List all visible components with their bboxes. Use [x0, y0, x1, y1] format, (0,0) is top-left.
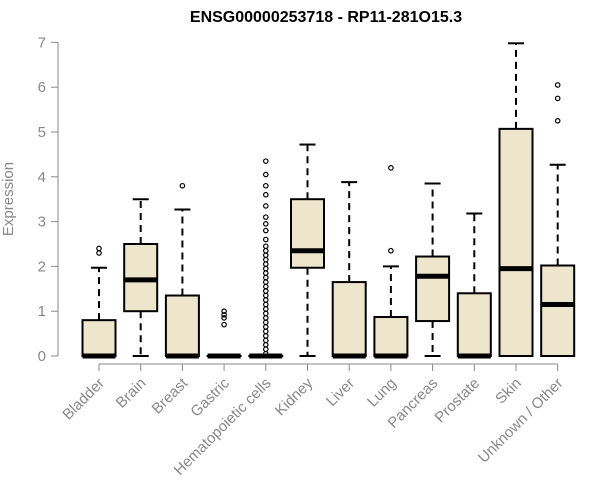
- iqr-box: [373, 316, 409, 357]
- outlier-point: [96, 250, 102, 256]
- box-brain: [123, 198, 159, 357]
- y-tick-label: 7: [38, 34, 46, 51]
- outlier-point: [262, 227, 269, 234]
- outlier-point: [221, 308, 227, 315]
- box-liver: [331, 181, 367, 359]
- outlier-point: [262, 324, 269, 330]
- outlier-point: [262, 182, 269, 189]
- outlier-point: [262, 315, 269, 321]
- y-tick-label: 2: [38, 258, 46, 275]
- outlier-point: [262, 341, 269, 348]
- x-tick-label: Skin: [492, 375, 525, 408]
- outlier-point: [262, 346, 269, 353]
- iqr-box: [290, 198, 325, 269]
- box-skin: [498, 42, 534, 357]
- outlier-point: [262, 265, 269, 272]
- outlier-point: [262, 333, 269, 339]
- box-lung: [373, 165, 409, 359]
- outlier-point: [262, 279, 269, 285]
- outlier-point: [262, 171, 269, 178]
- outlier-point: [262, 301, 269, 308]
- x-tick-label: Lung: [364, 375, 400, 411]
- iqr-box: [415, 255, 451, 323]
- y-axis: 0 1 2 3 4 5 6 7: [38, 34, 59, 365]
- outlier-point: [262, 310, 269, 317]
- outlier-point: [262, 337, 269, 344]
- outlier-point: [262, 236, 269, 243]
- y-tick-label: 5: [38, 124, 46, 141]
- outlier-point: [262, 261, 269, 267]
- outlier-point: [262, 191, 269, 198]
- outlier-point: [554, 118, 561, 124]
- outlier-point: [262, 328, 269, 335]
- outlier-point: [221, 315, 227, 321]
- outlier-point: [262, 214, 269, 220]
- outlier-point: [262, 319, 269, 326]
- outlier-point: [221, 311, 227, 318]
- box-unknown-other: [540, 82, 576, 357]
- box-prostate: [456, 212, 492, 359]
- outlier-point: [388, 165, 394, 171]
- box-pancreas: [415, 182, 451, 357]
- outlier-point: [262, 306, 269, 312]
- iqr-box: [540, 264, 576, 357]
- x-tick-label: Brain: [113, 375, 150, 412]
- x-tick-label: Bladder: [59, 375, 108, 424]
- y-tick-label: 4: [38, 169, 46, 186]
- chart-title: ENSG00000253718 - RP11-281O15.3: [190, 9, 462, 26]
- y-axis-label: Expression: [0, 162, 17, 236]
- iqr-box: [81, 319, 117, 358]
- x-tick-label: Breast: [149, 374, 192, 417]
- outlier-point: [96, 245, 102, 252]
- outlier-point: [262, 203, 269, 209]
- outlier-point: [262, 158, 269, 164]
- box-hematopoietic-cells: [248, 158, 284, 359]
- x-tick-label: Liver: [323, 375, 358, 410]
- x-tick-label: Kidney: [272, 374, 317, 419]
- plot-area: [81, 42, 576, 359]
- outlier-point: [388, 247, 394, 254]
- outlier-point: [179, 182, 186, 189]
- iqr-box: [498, 127, 534, 357]
- box-breast: [164, 182, 200, 359]
- outlier-point: [262, 288, 269, 294]
- y-tick-label: 1: [38, 303, 46, 320]
- y-tick-label: 6: [38, 79, 46, 96]
- outlier-point: [262, 256, 269, 263]
- y-tick-label: 3: [38, 214, 46, 231]
- outlier-point: [554, 82, 561, 88]
- iqr-box: [331, 281, 367, 357]
- box-kidney: [290, 143, 325, 357]
- outlier-point: [262, 252, 269, 259]
- outlier-point: [262, 292, 269, 299]
- outlier-point: [554, 95, 561, 102]
- outlier-point: [262, 283, 269, 290]
- box-bladder: [81, 245, 117, 359]
- outlier-point: [262, 221, 269, 227]
- outlier-point: [221, 321, 227, 328]
- outlier-point: [262, 243, 269, 250]
- x-tick-label: Prostate: [432, 375, 484, 427]
- iqr-box: [456, 292, 492, 357]
- y-tick-label: 0: [38, 348, 46, 365]
- outlier-point: [262, 274, 269, 281]
- iqr-box: [164, 294, 200, 357]
- outlier-point: [262, 247, 269, 254]
- outlier-point: [262, 270, 269, 276]
- box-gastric: [206, 308, 242, 359]
- outlier-point: [262, 297, 269, 303]
